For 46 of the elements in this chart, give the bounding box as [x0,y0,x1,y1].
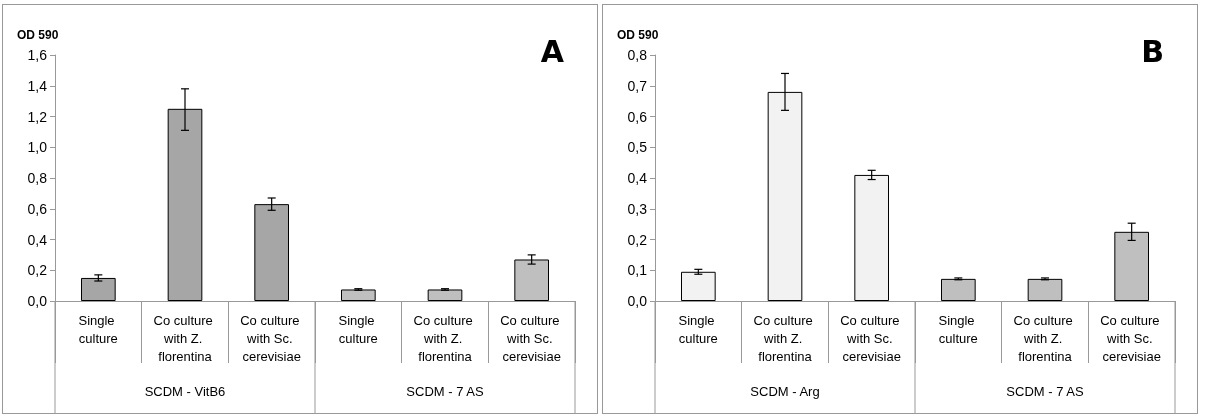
bar [854,174,889,301]
y-tick-label: 0,8 [627,47,648,63]
y-tick-label: 0,0 [627,293,648,309]
y-tick-label: 0,2 [627,231,648,248]
x-tick-label: Co culture with Sc. cerevisiae [840,312,904,364]
y-tick-label: 1,0 [27,139,48,156]
bar [681,271,716,301]
y-tick-label: 0,5 [627,139,648,156]
x-tick-label: Single culture [678,312,719,346]
y-tick-label: 0,0 [27,293,48,309]
x-tick-label: Co culture with Sc. cerevisiae [240,312,304,364]
y-axis-title: OD 590 [17,28,59,42]
bar [941,278,976,301]
y-tick-label: 1,4 [27,77,48,94]
y-tick-label: 1,2 [27,108,48,125]
y-tick-label: 0,6 [627,108,648,125]
y-tick-label: 0,1 [627,262,648,279]
text: SCDM - VitB6 [144,384,226,399]
x-tick-label: Co culture with Z. florentina [753,312,817,364]
y-tick-label: 1,6 [27,47,48,63]
bar [341,289,376,301]
text: SCDM - 7 AS [1006,384,1084,399]
bar [81,277,116,301]
x-tick-label: Single culture [938,312,979,346]
y-tick-label: 0,8 [27,170,48,186]
y-tick-label: 0,3 [627,200,648,217]
x-tick-label: Co culture with Sc. cerevisiae [1100,312,1164,364]
y-axis-title: OD 590 [617,28,659,42]
bar [1027,278,1063,301]
x-tick-label: Co culture with Z. florentina [413,312,477,364]
y-tick-label: 0,4 [627,170,648,186]
y-tick-label: 0,7 [627,77,648,94]
chart-title: A [540,33,565,69]
chart-title: B [1141,33,1165,69]
y-tick-label: 0,6 [27,200,48,217]
text: SCDM - 7 AS [406,384,484,399]
bar [427,289,463,301]
y-tick-label: 0,4 [27,231,48,248]
y-tick-label: 0,2 [27,262,48,279]
x-tick-label: Co culture with Sc. cerevisiae [500,312,564,364]
text: SCDM - Arg [750,384,820,399]
x-tick-label: Single culture [78,312,119,346]
bar [514,259,549,301]
x-tick-label: Co culture with Z. florentina [1013,312,1077,364]
x-tick-label: Single culture [338,312,379,346]
x-tick-label: Co culture with Z. florentina [153,312,217,364]
